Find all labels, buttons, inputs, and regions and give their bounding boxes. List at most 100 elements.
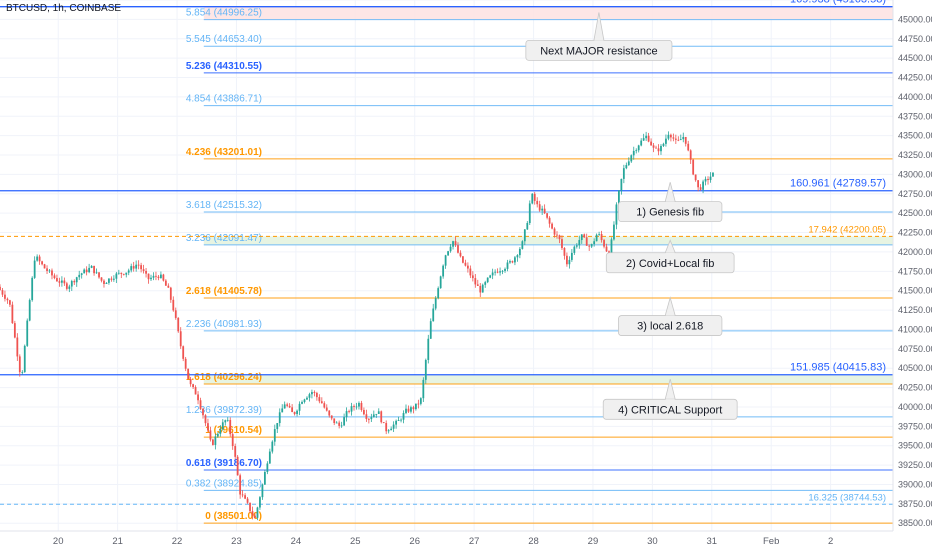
candle-body [244, 495, 246, 499]
candle-body [506, 262, 509, 269]
x-tick-label: 20 [53, 536, 64, 547]
candle-body [60, 280, 63, 283]
candle [261, 483, 264, 500]
candle [283, 401, 286, 409]
callout[interactable]: Next MAJOR resistance [525, 12, 673, 61]
candle [212, 438, 214, 446]
candle [627, 157, 630, 167]
candle [315, 391, 318, 401]
candle [615, 202, 618, 230]
candle [367, 417, 370, 424]
candle [313, 390, 316, 397]
candle [543, 204, 546, 215]
callout[interactable]: 2) Covid+Local fib [605, 239, 735, 274]
callout[interactable]: 3) local 2.618 [618, 296, 723, 336]
candle-body [98, 272, 100, 278]
candle [595, 233, 598, 242]
y-tick-label: 39750.00 [898, 421, 932, 431]
candle-body [26, 320, 29, 346]
candle [684, 136, 687, 147]
candle-body [360, 402, 363, 410]
candle [120, 272, 123, 279]
candle [23, 344, 26, 373]
candle [150, 274, 152, 281]
candle-body [474, 278, 477, 285]
candle-body [241, 494, 244, 496]
candle [53, 273, 56, 280]
candle [350, 402, 353, 416]
candle-body [271, 441, 274, 452]
candle [177, 317, 180, 333]
candle [216, 432, 219, 438]
candle [407, 405, 410, 414]
candle-body [95, 272, 98, 274]
candle [546, 213, 549, 220]
candle-body [127, 270, 130, 273]
candle-body [699, 187, 702, 190]
candle-body [600, 234, 603, 241]
time-axis[interactable]: 20 21 22 23 24 25 26 27 28 29 30 31 Feb 2 [0, 530, 932, 550]
candle-body [662, 143, 665, 146]
candle-body [301, 401, 303, 404]
y-tick-label: 38750.00 [898, 499, 932, 509]
candle-body [578, 240, 581, 246]
candle-body [266, 463, 269, 472]
price-axis[interactable]: 38500.00 38750.00 39000.00 39250.00 39500.00… [892, 0, 932, 550]
candle-body [229, 419, 232, 435]
candle-body [585, 237, 588, 246]
callout-text: 3) local 2.618 [637, 321, 703, 333]
candle-body [412, 407, 415, 410]
candle [429, 318, 432, 339]
candle-body [424, 359, 427, 380]
candle-body [429, 321, 432, 339]
candle-body [41, 261, 43, 265]
candle [303, 398, 306, 404]
candle-body [464, 262, 467, 266]
candle [469, 265, 472, 279]
candle-body [618, 190, 620, 205]
candle [135, 260, 138, 272]
candle-body [669, 134, 672, 138]
candle [432, 303, 435, 322]
x-tick-label: 24 [291, 536, 302, 547]
candle [561, 235, 563, 250]
candle [298, 401, 301, 416]
candle-body [142, 269, 145, 271]
candle [402, 410, 405, 424]
candle [570, 249, 573, 262]
callout[interactable]: 4) CRITICAL Support [602, 378, 738, 420]
candle [590, 243, 593, 249]
candle [657, 144, 660, 156]
candle-body [402, 413, 405, 420]
candle-body [380, 411, 383, 423]
candle-body [392, 424, 395, 429]
candle-body [184, 358, 187, 369]
callout[interactable]: 1) Genesis fib [618, 182, 723, 223]
candle-body [169, 287, 172, 300]
candle-body [395, 420, 397, 425]
candle-body [83, 269, 86, 274]
candle-body [363, 409, 365, 415]
candle-body [682, 136, 685, 140]
candle [348, 409, 350, 414]
candle-body [160, 274, 162, 279]
candle-body [432, 308, 435, 322]
x-tick-label: 28 [528, 536, 539, 547]
candle-body [370, 417, 373, 420]
candle [226, 417, 229, 422]
candle [291, 404, 294, 413]
candle-body [613, 224, 615, 240]
candle [103, 279, 105, 288]
candle-body [622, 168, 625, 179]
candle [375, 413, 378, 418]
candle-body [259, 497, 261, 508]
candle-body [303, 399, 306, 402]
candle [221, 419, 224, 431]
candle-body [164, 280, 167, 286]
candle [323, 401, 326, 409]
candle-body [130, 266, 133, 271]
candle [526, 221, 529, 230]
candle-body [427, 338, 430, 360]
